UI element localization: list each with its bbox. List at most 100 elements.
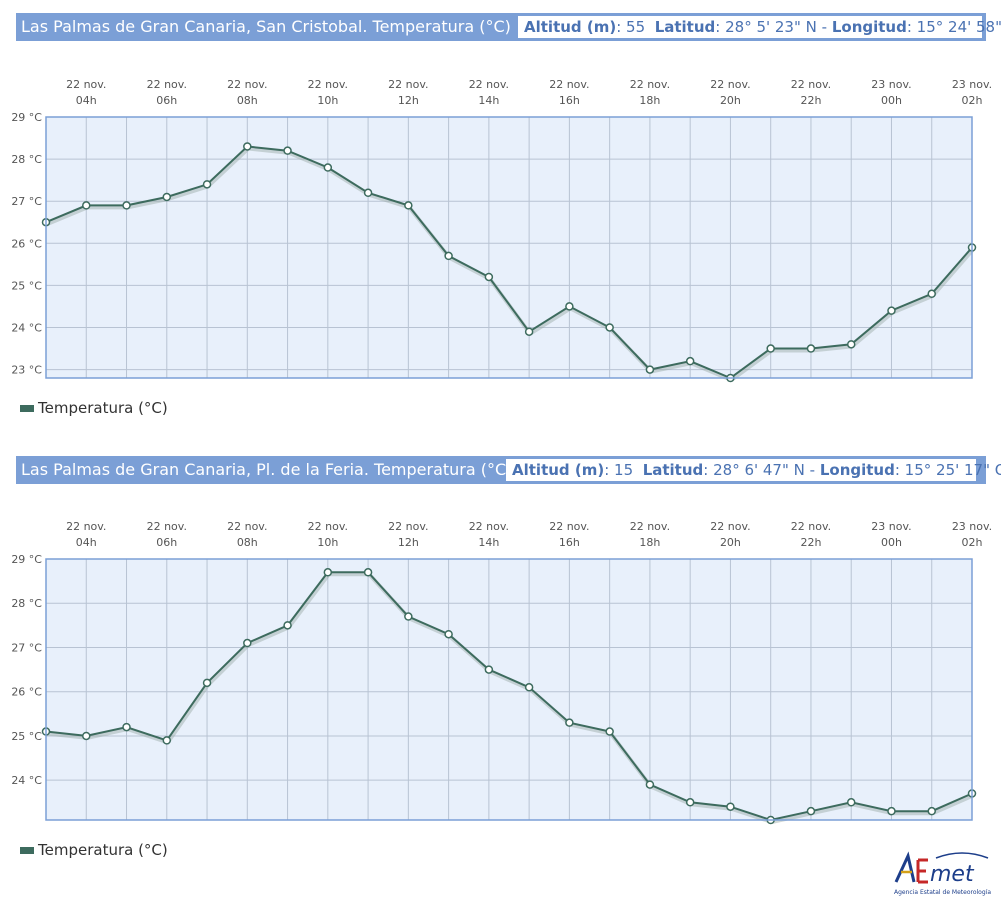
data-point	[363, 188, 373, 198]
data-point	[243, 142, 252, 151]
y-tick-label: 29 °C	[11, 553, 42, 566]
chart-title: Las Palmas de Gran Canaria, San Cristoba…	[21, 17, 511, 36]
x-tick-label: 22 nov.	[710, 78, 750, 91]
plot-background	[46, 559, 972, 820]
x-tick-label: 23 nov.	[871, 78, 911, 91]
x-tick-label: 10h	[317, 536, 338, 549]
x-tick-label: 12h	[398, 94, 419, 107]
data-point	[162, 736, 172, 745]
x-tick-label: 22 nov.	[66, 78, 106, 91]
chart-legend[interactable]: Temperatura (°C)	[20, 399, 168, 417]
series-line-shadow	[46, 572, 974, 825]
x-tick-label: 22 nov.	[388, 78, 428, 91]
x-tick-label: 06h	[156, 536, 177, 549]
x-tick-label: 02h	[962, 94, 983, 107]
altitude-label: Altitud (m)	[524, 18, 617, 36]
data-point	[685, 356, 695, 366]
y-tick-label: 27 °C	[11, 641, 42, 654]
data-point	[283, 146, 292, 155]
x-tick-label: 22h	[800, 536, 821, 549]
data-point	[806, 806, 816, 816]
data-point	[162, 192, 172, 202]
aemet-logo: met Agencia Estatal de Meteorología	[892, 848, 992, 898]
legend-swatch	[20, 847, 34, 854]
x-tick-label: 14h	[478, 94, 499, 107]
x-tick-label: 20h	[720, 536, 741, 549]
data-point	[122, 722, 131, 732]
station-meta: Altitud (m): 55 Latitud: 28° 5' 23" N - …	[518, 16, 1001, 38]
data-point	[82, 201, 91, 210]
data-point	[202, 180, 212, 189]
line-chart: 24 °C 25 °C 26 °C 27 °C 28 °C 29 °C 22 nov. 04h…	[11, 520, 992, 825]
x-tick-label: 08h	[237, 536, 258, 549]
y-tick-label: 26 °C	[11, 237, 42, 250]
x-tick-label: 22 nov.	[388, 520, 428, 533]
x-tick-label: 22 nov.	[630, 520, 670, 533]
y-tick-label: 23 °C	[11, 364, 42, 377]
y-tick-label: 26 °C	[11, 686, 42, 699]
plot-border	[45, 558, 973, 821]
data-point	[766, 344, 775, 353]
data-point	[645, 780, 655, 789]
x-tick-label: 18h	[639, 536, 660, 549]
longitude-value: : 15° 24' 58" O	[906, 18, 1001, 36]
data-point	[887, 806, 896, 816]
x-tick-label: 22 nov.	[469, 520, 509, 533]
x-tick-label: 12h	[398, 536, 419, 549]
data-point	[927, 289, 936, 299]
data-point	[484, 272, 494, 282]
x-tick-label: 00h	[881, 94, 902, 107]
x-tick-label: 18h	[639, 94, 660, 107]
data-point	[363, 568, 373, 577]
x-tick-label: 04h	[76, 536, 97, 549]
data-point	[605, 323, 614, 332]
data-point	[887, 306, 896, 315]
x-tick-label: 22 nov.	[469, 78, 509, 91]
chart-title: Las Palmas de Gran Canaria, Pl. de la Fe…	[21, 460, 513, 479]
station-meta: Altitud (m): 15 Latitud: 28° 6' 47" N - …	[506, 459, 1001, 481]
x-tick-label: 22 nov.	[549, 520, 589, 533]
data-point	[82, 731, 91, 741]
x-tick-label: 22 nov.	[630, 78, 670, 91]
data-point	[323, 163, 333, 172]
data-point	[323, 568, 333, 577]
x-tick-label: 16h	[559, 94, 580, 107]
x-tick-label: 22 nov.	[227, 520, 267, 533]
latitude-value: : 28° 5' 23" N -	[715, 18, 832, 36]
x-tick-label: 22 nov.	[227, 78, 267, 91]
legend-swatch	[20, 405, 34, 412]
data-point	[404, 201, 413, 210]
data-point	[806, 344, 816, 353]
x-tick-label: 22 nov.	[791, 78, 831, 91]
x-tick-label: 16h	[559, 536, 580, 549]
y-tick-label: 25 °C	[11, 730, 42, 743]
data-point	[685, 798, 695, 807]
x-tick-label: 22 nov.	[791, 520, 831, 533]
x-tick-label: 23 nov.	[871, 520, 911, 533]
x-tick-label: 22 nov.	[147, 78, 187, 91]
data-point	[243, 638, 252, 648]
plot-border	[45, 116, 973, 379]
data-point	[846, 340, 856, 349]
legend-label: Temperatura (°C)	[38, 399, 168, 417]
y-tick-label: 25 °C	[11, 279, 42, 292]
data-point	[202, 678, 212, 688]
x-tick-label: 22 nov.	[549, 78, 589, 91]
chart-title-bar: Las Palmas de Gran Canaria, San Cristoba…	[16, 13, 1001, 41]
series-line	[45, 145, 973, 380]
x-tick-label: 00h	[881, 536, 902, 549]
longitude-label: Longitud	[819, 461, 895, 479]
svg-text:Agencia Estatal de Meteorologí: Agencia Estatal de Meteorología	[894, 889, 991, 896]
x-tick-label: 14h	[478, 536, 499, 549]
y-tick-label: 29 °C	[11, 111, 42, 124]
chart-legend[interactable]: Temperatura (°C)	[20, 841, 168, 859]
data-point	[524, 683, 534, 692]
x-tick-label: 06h	[156, 94, 177, 107]
chart-title-bar: Las Palmas de Gran Canaria, Pl. de la Fe…	[16, 456, 1001, 484]
data-point	[524, 327, 534, 336]
x-tick-label: 04h	[76, 94, 97, 107]
data-point	[444, 251, 453, 261]
line-chart: 23 °C 24 °C 25 °C 26 °C 27 °C 28 °C 29 °C 22 no…	[11, 78, 992, 383]
data-point	[283, 621, 292, 630]
altitude-value: : 55	[616, 18, 646, 36]
